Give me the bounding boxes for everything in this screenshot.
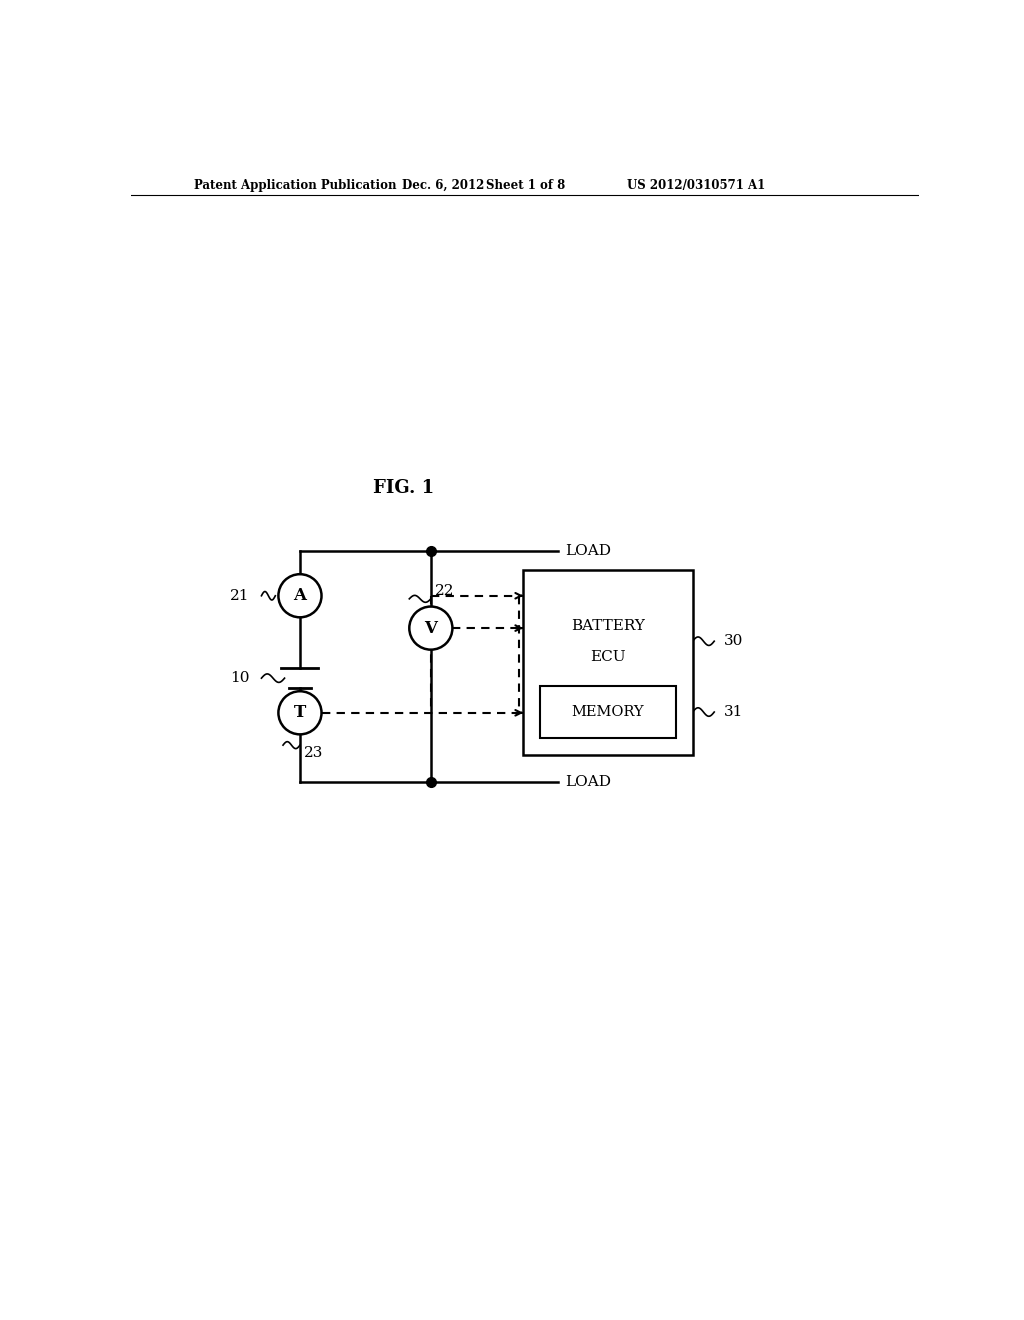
Text: BATTERY: BATTERY [571,619,645,632]
Text: 10: 10 [230,671,250,685]
Text: 31: 31 [724,705,742,719]
Text: A: A [294,587,306,605]
Text: LOAD: LOAD [565,775,611,789]
Text: LOAD: LOAD [565,544,611,558]
Text: Dec. 6, 2012: Dec. 6, 2012 [401,178,484,191]
Text: V: V [424,619,437,636]
Text: 30: 30 [724,634,742,648]
Circle shape [279,574,322,618]
Text: FIG. 1: FIG. 1 [373,479,434,496]
Text: ECU: ECU [590,649,626,664]
Text: US 2012/0310571 A1: US 2012/0310571 A1 [628,178,766,191]
Text: 21: 21 [230,589,250,603]
Bar [541,686,676,738]
Text: Sheet 1 of 8: Sheet 1 of 8 [486,178,565,191]
Circle shape [279,692,322,734]
Text: T: T [294,705,306,721]
Text: 23: 23 [304,746,324,760]
Bar [523,570,692,755]
Text: Patent Application Publication: Patent Application Publication [194,178,396,191]
Text: MEMORY: MEMORY [571,705,644,719]
Text: 22: 22 [435,585,455,598]
Circle shape [410,607,453,649]
